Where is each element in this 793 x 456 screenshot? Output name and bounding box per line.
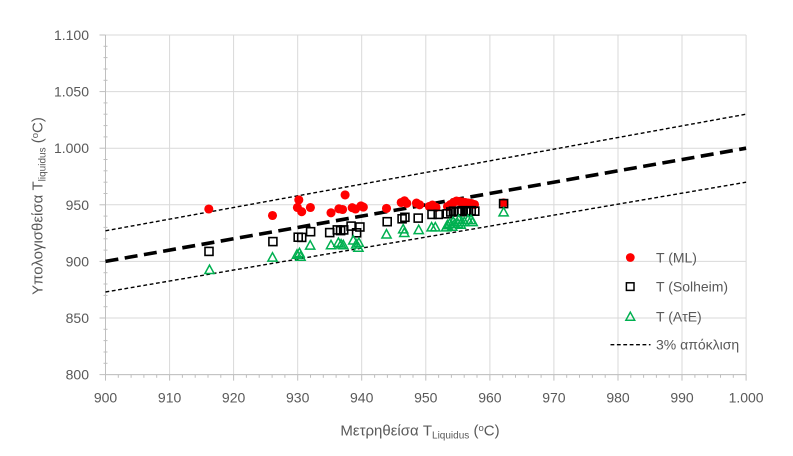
svg-text:960: 960	[478, 390, 502, 406]
svg-text:1.000: 1.000	[54, 140, 89, 156]
svg-text:950: 950	[66, 197, 90, 213]
svg-text:900: 900	[94, 390, 118, 406]
svg-text:930: 930	[286, 390, 310, 406]
svg-text:3% απόκλιση: 3% απόκλιση	[656, 337, 739, 353]
svg-text:940: 940	[350, 390, 374, 406]
svg-text:1.050: 1.050	[54, 84, 89, 100]
svg-text:Υπολογισθείσα Tliquidus (oC): Υπολογισθείσα Tliquidus (oC)	[30, 117, 49, 295]
svg-text:1.100: 1.100	[54, 27, 89, 43]
svg-text:990: 990	[670, 390, 694, 406]
svg-text:970: 970	[542, 390, 566, 406]
svg-text:850: 850	[66, 310, 90, 326]
svg-text:T (ML): T (ML)	[656, 249, 697, 265]
svg-text:T (ΑτΕ): T (ΑτΕ)	[656, 308, 702, 324]
svg-text:800: 800	[66, 367, 90, 383]
svg-text:950: 950	[414, 390, 438, 406]
svg-text:910: 910	[158, 390, 182, 406]
svg-text:1.000: 1.000	[729, 390, 764, 406]
svg-text:980: 980	[606, 390, 630, 406]
svg-text:Μετρηθείσα TLiquidus (oC): Μετρηθείσα TLiquidus (oC)	[340, 423, 499, 442]
svg-text:T (Solheim): T (Solheim)	[656, 278, 728, 294]
svg-text:900: 900	[66, 253, 90, 269]
svg-text:920: 920	[222, 390, 246, 406]
